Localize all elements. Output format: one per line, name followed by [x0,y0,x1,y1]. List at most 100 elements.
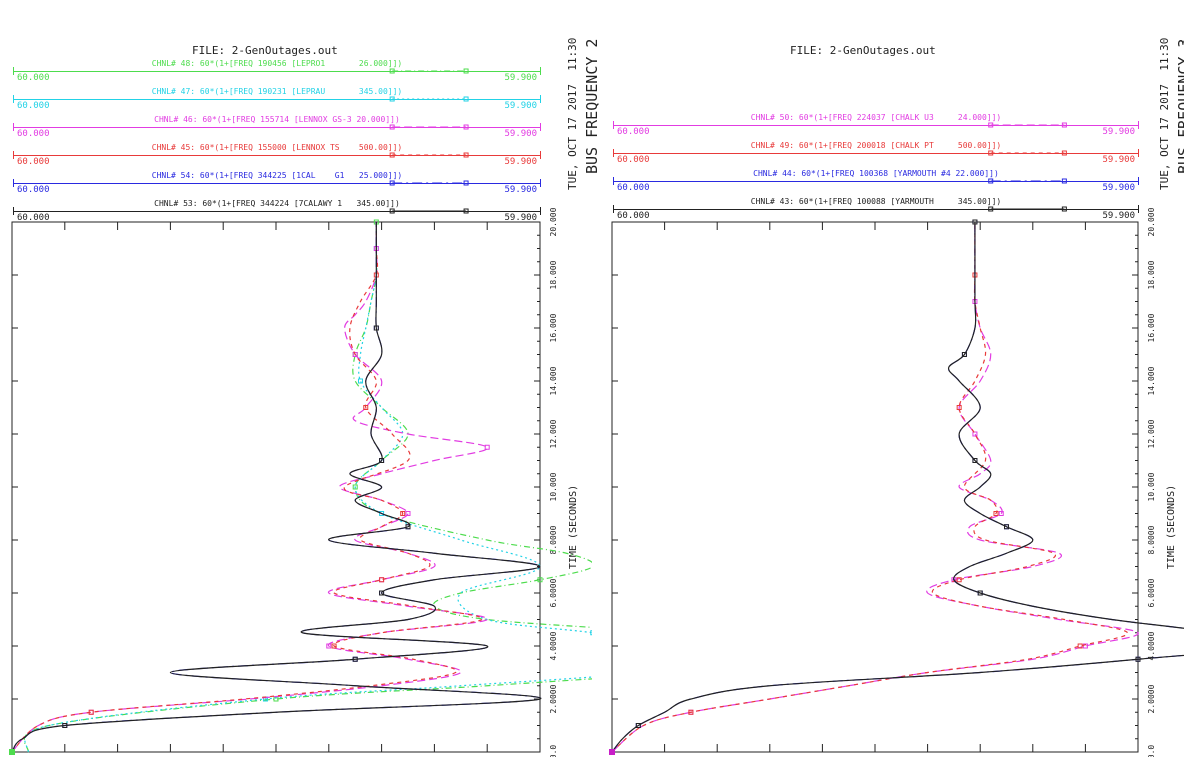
series-marker [635,723,641,728]
series-marker [993,511,999,516]
x-tick-label: 8.0000 [549,525,558,554]
channel-rule [13,99,541,100]
channel-max: 59.900 [504,73,537,83]
channel-rule-cap [540,151,541,159]
series-line [11,222,542,753]
series-marker [331,643,337,649]
series-marker [998,511,1004,516]
x-tick-label: 10.000 [549,472,558,501]
channel-label: CHNL# 44: 60*(1+[FREQ 100368 [YARMOUTH #… [753,169,999,178]
series-line [23,222,592,753]
x-tick-label: 2.0000 [549,684,558,713]
series-marker [363,405,369,410]
series-marker [688,709,694,715]
channel-rule-cap [540,67,541,75]
channel-rule-cap [540,179,541,187]
channel-label: CHNL# 45: 60*(1+[FREQ 155000 [LENNOX TS … [151,143,403,152]
legend-marker [463,180,469,186]
legend-marker [1061,150,1067,156]
channel-min: 60.000 [17,213,50,223]
series-marker [405,524,411,530]
series-marker [972,431,978,437]
channel-rule-cap [13,123,14,131]
series-marker [379,458,385,463]
series-marker [357,378,363,384]
channel-entry: CHNL# 45: 60*(1+[FREQ 155000 [LENNOX TS … [12,142,542,170]
channel-min: 60.000 [17,185,50,195]
channel-max: 59.900 [1102,127,1135,137]
file-title: FILE: 2-GenOutages.out [790,44,936,57]
channel-rule-cap [540,207,541,215]
series-marker [1004,524,1009,530]
series-marker [1082,643,1088,649]
channel-rule-cap [1138,121,1139,129]
series-line [611,222,1184,753]
channel-max: 59.900 [504,185,537,195]
legend-marker [1061,178,1067,184]
series-line [611,222,1129,753]
legend-marker [988,122,994,128]
channel-label: CHNL# 48: 60*(1+[FREQ 190456 [LEPRO1 26.… [151,59,403,68]
series-line [611,222,1184,753]
channel-rule-cap [13,151,14,159]
channel-rule-cap [540,95,541,103]
x-tick-label: 14.000 [1147,366,1156,395]
x-tick-label: 4.0000 [1147,631,1156,660]
series-marker [379,590,385,596]
series-marker [62,723,68,728]
series-marker [405,511,411,516]
legend-marker [389,96,395,102]
channel-rule-cap [1138,205,1139,213]
series-marker [977,590,983,596]
channel-rule-cap [13,179,14,187]
channel-max: 59.900 [504,129,537,139]
channel-label: CHNL# 54: 60*(1+[FREQ 344225 [1CAL G1 25… [151,171,403,180]
channel-rule-cap [613,149,614,157]
channel-min: 60.000 [617,183,650,193]
series-marker [972,219,978,225]
x-tick-label: 4.0000 [549,631,558,660]
x-tick-label: 20.000 [1147,207,1156,236]
channel-min: 60.000 [17,129,50,139]
channel-max: 59.900 [504,157,537,167]
chart-canvas: 0.0 2.0000 4.0000 6.0000 8.0000 10.000 12.000 1… [609,122,1184,757]
channel-min: 60.000 [17,73,50,83]
origin-marker [9,749,15,755]
channel-label: CHNL# 53: 60*(1+[FREQ 344224 [7CALAWY 1 … [154,199,400,208]
x-tick-label: 20.000 [549,207,558,236]
series-line [11,222,542,753]
legend-marker [988,178,994,184]
channel-max: 59.900 [1102,183,1135,193]
x-tick-label: 14.000 [549,366,558,395]
series-marker [590,630,592,636]
plot-panel-1: FILE: 2-GenOutages.out CHNL# 48: 60*(1+[… [9,38,601,757]
channel-rule-cap [13,95,14,103]
series-marker [400,511,406,516]
legend-marker [389,208,395,214]
series-marker [326,643,332,649]
series-marker [88,709,94,715]
channel-rule [13,183,541,184]
channel-max: 59.900 [504,101,537,111]
chart-canvas: 0.0 2.0000 4.0000 6.0000 8.0000 10.000 12.000 1… [9,68,592,757]
series-marker [956,577,962,583]
x-tick-label: 2.0000 [1147,684,1156,713]
legend-marker [463,152,469,158]
series-line [24,222,592,753]
legend-marker [389,180,395,186]
series-marker [972,458,978,463]
x-tick-label: 0.0 [1147,745,1156,757]
x-tick-label: 8.0000 [1147,525,1156,554]
channel-entry: CHNL# 46: 60*(1+[FREQ 155714 [LENNOX GS-… [12,114,542,142]
origin-marker [609,749,615,755]
channel-entry: CHNL# 50: 60*(1+[FREQ 224037 [CHALK U3 2… [612,112,1140,140]
legend-marker [389,152,395,158]
channel-rule-cap [613,205,614,213]
series-marker [956,405,962,410]
series-marker [352,656,358,662]
channel-rule [613,125,1139,126]
x-tick-label: 12.000 [549,419,558,448]
channel-rule-cap [13,67,14,75]
x-tick-label: 16.000 [549,313,558,342]
channel-rule [13,71,541,72]
